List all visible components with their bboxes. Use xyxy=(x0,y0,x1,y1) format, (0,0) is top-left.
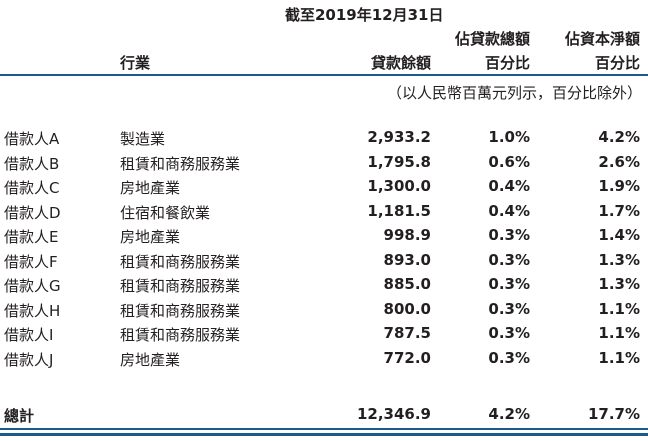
loan-balance: 885.0 xyxy=(383,275,431,293)
borrower-name: 借款人H xyxy=(4,302,61,320)
capital-pct: 1.3% xyxy=(598,275,640,293)
loan-balance: 1,300.0 xyxy=(367,177,431,195)
date-header: 截至2019年12月31日 xyxy=(285,6,444,24)
borrower-name: 借款人B xyxy=(4,155,60,173)
loan-pct: 0.3% xyxy=(488,226,530,244)
borrower-name: 借款人A xyxy=(4,130,60,148)
loan-pct: 0.3% xyxy=(488,300,530,318)
loan-balance: 1,181.5 xyxy=(367,202,431,220)
total-top-rule xyxy=(0,428,648,430)
capital-pct: 1.3% xyxy=(598,251,640,269)
borrower-name: 借款人I xyxy=(4,326,54,344)
borrower-name: 借款人J xyxy=(4,351,54,369)
balance-column-header: 貸款餘額 xyxy=(370,54,431,72)
loan-balance: 787.5 xyxy=(383,324,431,342)
loan-balance: 893.0 xyxy=(383,251,431,269)
borrower-name: 借款人E xyxy=(4,228,59,246)
industry-name: 房地產業 xyxy=(120,228,181,246)
industry-name: 租賃和商務服務業 xyxy=(120,253,241,271)
total-label: 總計 xyxy=(4,407,35,425)
loan-pct: 0.3% xyxy=(488,324,530,342)
capital-pct: 1.9% xyxy=(598,177,640,195)
capital-pct: 1.4% xyxy=(598,226,640,244)
capital-pct: 1.1% xyxy=(598,324,640,342)
capital-pct: 1.7% xyxy=(598,202,640,220)
loan-pct: 0.3% xyxy=(488,251,530,269)
loan-pct: 0.3% xyxy=(488,349,530,367)
industry-name: 租賃和商務服務業 xyxy=(120,326,241,344)
borrower-name: 借款人G xyxy=(4,277,61,295)
loan-balance: 998.9 xyxy=(383,226,431,244)
industry-name: 租賃和商務服務業 xyxy=(120,277,241,295)
industry-name: 租賃和商務服務業 xyxy=(120,155,241,173)
total-loan-pct: 4.2% xyxy=(488,405,530,423)
capital-pct: 2.6% xyxy=(598,153,640,171)
loan-balance: 772.0 xyxy=(383,349,431,367)
capital-pct-header-line2: 百分比 xyxy=(594,54,640,72)
loan-pct-header-line1: 佔貸款總額 xyxy=(454,30,530,48)
capital-pct: 1.1% xyxy=(598,300,640,318)
loan-balance: 2,933.2 xyxy=(367,128,431,146)
capital-pct: 4.2% xyxy=(598,128,640,146)
unit-note: （以人民幣百萬元列示，百分比除外） xyxy=(386,84,642,102)
loan-pct: 0.4% xyxy=(488,202,530,220)
industry-column-header: 行業 xyxy=(120,54,151,72)
loan-pct: 0.4% xyxy=(488,177,530,195)
total-capital-pct: 17.7% xyxy=(587,405,640,423)
total-bottom-rule xyxy=(0,433,648,436)
industry-name: 製造業 xyxy=(120,130,166,148)
total-balance: 12,346.9 xyxy=(356,405,431,423)
header-rule xyxy=(0,74,648,76)
industry-name: 住宿和餐飲業 xyxy=(120,204,211,222)
loan-balance: 1,795.8 xyxy=(367,153,431,171)
loan-pct-header-line2: 百分比 xyxy=(484,54,530,72)
industry-name: 租賃和商務服務業 xyxy=(120,302,241,320)
borrower-name: 借款人F xyxy=(4,253,58,271)
capital-pct-header-line1: 佔資本淨額 xyxy=(564,30,640,48)
loan-pct: 0.3% xyxy=(488,275,530,293)
borrower-name: 借款人C xyxy=(4,179,60,197)
capital-pct: 1.1% xyxy=(598,349,640,367)
industry-name: 房地產業 xyxy=(120,351,181,369)
borrower-name: 借款人D xyxy=(4,204,61,222)
loan-pct: 1.0% xyxy=(488,128,530,146)
loan-balance: 800.0 xyxy=(383,300,431,318)
loan-pct: 0.6% xyxy=(488,153,530,171)
industry-name: 房地產業 xyxy=(120,179,181,197)
